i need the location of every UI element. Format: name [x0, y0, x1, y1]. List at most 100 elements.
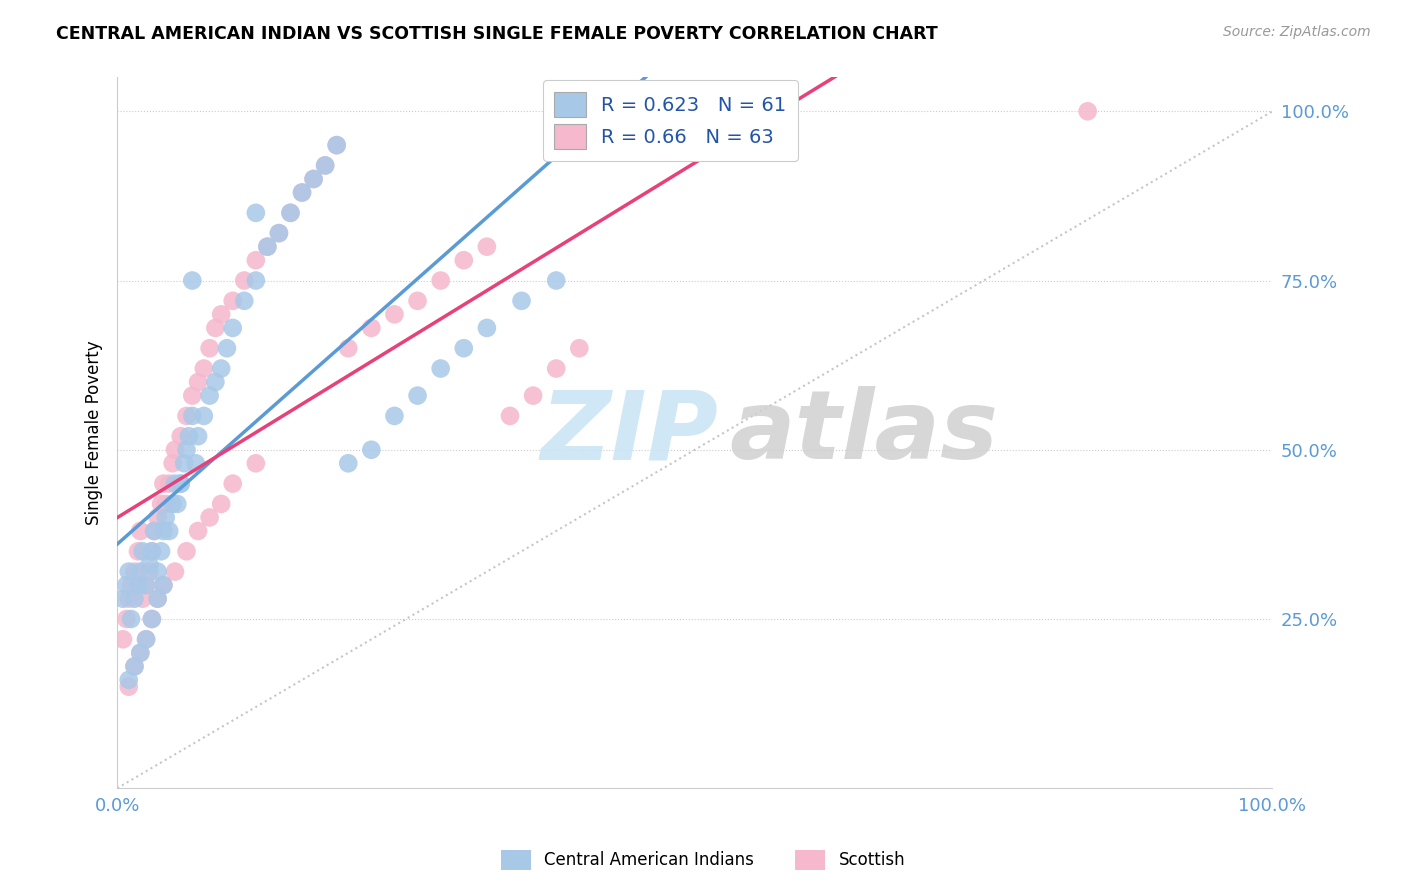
Point: [124, 565, 146, 579]
Point: [152, 578, 174, 592]
Point: [152, 476, 174, 491]
Point: [453, 253, 475, 268]
Point: [222, 321, 245, 335]
Point: [510, 293, 533, 308]
Point: [280, 206, 302, 220]
Point: [135, 578, 157, 592]
Point: [115, 578, 138, 592]
Point: [166, 497, 188, 511]
Point: [141, 612, 163, 626]
Point: [193, 361, 215, 376]
Point: [176, 544, 198, 558]
Point: [233, 293, 256, 308]
Point: [233, 273, 256, 287]
Point: [155, 510, 177, 524]
Point: [267, 226, 290, 240]
Point: [135, 578, 157, 592]
Point: [267, 226, 290, 240]
Point: [499, 409, 522, 423]
Point: [280, 206, 302, 220]
Text: ZIP: ZIP: [540, 386, 718, 479]
Point: [209, 497, 232, 511]
Point: [198, 388, 221, 402]
Text: atlas: atlas: [730, 386, 998, 479]
Point: [146, 591, 169, 606]
Point: [124, 591, 146, 606]
Point: [131, 544, 153, 558]
Point: [177, 429, 200, 443]
Point: [181, 388, 204, 402]
Point: [118, 591, 141, 606]
Point: [1077, 104, 1099, 119]
Text: CENTRAL AMERICAN INDIAN VS SCOTTISH SINGLE FEMALE POVERTY CORRELATION CHART: CENTRAL AMERICAN INDIAN VS SCOTTISH SING…: [56, 25, 938, 43]
Point: [150, 497, 173, 511]
Point: [222, 476, 245, 491]
Legend: Central American Indians, Scottish: Central American Indians, Scottish: [494, 843, 912, 877]
Point: [204, 375, 226, 389]
Point: [360, 321, 382, 335]
Point: [209, 361, 232, 376]
Point: [429, 273, 451, 287]
Point: [157, 524, 180, 538]
Point: [111, 632, 134, 647]
Point: [215, 341, 238, 355]
Point: [314, 158, 336, 172]
Point: [325, 138, 347, 153]
Point: [568, 341, 591, 355]
Point: [162, 497, 184, 511]
Point: [256, 240, 278, 254]
Point: [181, 273, 204, 287]
Point: [124, 659, 146, 673]
Point: [337, 341, 360, 355]
Point: [118, 565, 141, 579]
Point: [187, 524, 209, 538]
Point: [138, 558, 160, 572]
Point: [291, 186, 314, 200]
Point: [360, 442, 382, 457]
Point: [163, 442, 186, 457]
Point: [120, 578, 142, 592]
Point: [187, 429, 209, 443]
Point: [475, 240, 498, 254]
Point: [204, 321, 226, 335]
Y-axis label: Single Female Poverty: Single Female Poverty: [86, 341, 103, 525]
Point: [155, 497, 177, 511]
Point: [170, 429, 193, 443]
Point: [162, 456, 184, 470]
Point: [245, 206, 267, 220]
Point: [429, 361, 451, 376]
Point: [163, 476, 186, 491]
Point: [176, 409, 198, 423]
Point: [118, 673, 141, 687]
Point: [176, 442, 198, 457]
Point: [141, 544, 163, 558]
Point: [129, 646, 152, 660]
Point: [124, 659, 146, 673]
Point: [302, 172, 325, 186]
Point: [245, 273, 267, 287]
Point: [384, 307, 406, 321]
Point: [118, 680, 141, 694]
Point: [146, 591, 169, 606]
Point: [141, 612, 163, 626]
Point: [256, 240, 278, 254]
Point: [131, 591, 153, 606]
Legend: R = 0.623   N = 61, R = 0.66   N = 63: R = 0.623 N = 61, R = 0.66 N = 63: [543, 80, 799, 161]
Point: [127, 544, 149, 558]
Point: [115, 612, 138, 626]
Point: [157, 476, 180, 491]
Text: Source: ZipAtlas.com: Source: ZipAtlas.com: [1223, 25, 1371, 39]
Point: [245, 456, 267, 470]
Point: [170, 476, 193, 491]
Point: [291, 186, 314, 200]
Point: [314, 158, 336, 172]
Point: [187, 375, 209, 389]
Point: [127, 578, 149, 592]
Point: [325, 138, 347, 153]
Point: [475, 321, 498, 335]
Point: [546, 361, 568, 376]
Point: [150, 544, 173, 558]
Point: [129, 646, 152, 660]
Point: [222, 293, 245, 308]
Point: [135, 632, 157, 647]
